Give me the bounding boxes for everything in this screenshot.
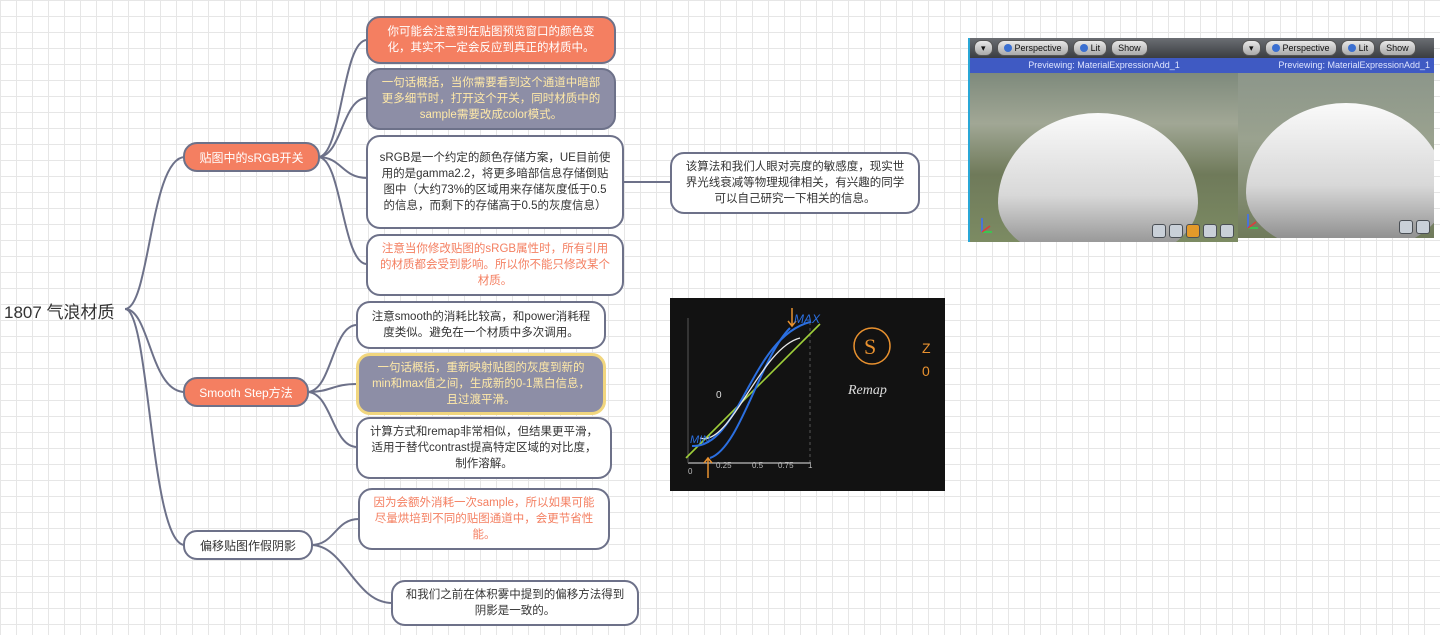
show-button[interactable]: Show — [1111, 40, 1148, 56]
note-offset-same-as-fog[interactable]: 和我们之前在体积雾中提到的偏移方法得到阴影是一致的。 — [391, 580, 639, 626]
note-preview-color-change[interactable]: 你可能会注意到在贴图预览窗口的颜色变化，其实不一定会反应到真正的材质中。 — [366, 16, 616, 64]
note-human-eye-sensitivity[interactable]: 该算法和我们人眼对亮度的敏感度，现实世界光线衰减等物理规律相关，有兴趣的同学可以… — [670, 152, 920, 214]
lit-button[interactable]: Lit — [1340, 40, 1376, 56]
note-smooth-summary[interactable]: 一句话概括，重新映射贴图的灰度到新的min和max值之间，生成新的0-1黑白信息… — [356, 353, 606, 415]
preview-viewport — [1238, 73, 1434, 238]
show-button[interactable]: Show — [1379, 40, 1416, 56]
material-preview-image-1: ▾ Perspective Lit Show Previewing: Mater… — [968, 38, 1238, 242]
material-sphere — [1246, 103, 1434, 238]
mesh-icon[interactable] — [1220, 224, 1234, 238]
tick-label: 0.75 — [778, 461, 794, 470]
plane-icon[interactable] — [1186, 224, 1200, 238]
note-smooth-vs-remap[interactable]: 计算方式和remap非常相似，但结果更平滑，适用于替代contrast提高特定区… — [356, 417, 612, 479]
remap-word: Remap — [847, 383, 887, 398]
min-label: MIN — [690, 434, 710, 446]
perspective-button[interactable]: Perspective — [1264, 40, 1337, 56]
cylinder-icon[interactable] — [1152, 224, 1166, 238]
axis-gizmo-icon — [1247, 214, 1258, 229]
tick-label: 0.5 — [752, 461, 764, 470]
branch-offset-fake-shadow[interactable]: 偏移贴图作假阴影 — [183, 530, 313, 560]
material-preview-image-2: ▾ Perspective Lit Show Previewing: Mater… — [1238, 38, 1434, 238]
tick-label: 1 — [808, 461, 813, 470]
smoothstep-sketch-image: MAX MIN 0 0 0.25 0.5 0.75 1 S Remap Z 0 — [670, 298, 945, 491]
perspective-icon — [1271, 44, 1280, 52]
note-smooth-cost[interactable]: 注意smooth的消耗比较高，和power消耗程度类似。避免在一个材质中多次调用… — [356, 301, 606, 349]
zero-label: 0 — [716, 390, 722, 401]
note-srgb-summary[interactable]: 一句话概括，当你需要看到这个通道中暗部更多细节时，打开这个开关，同时材质中的sa… — [366, 68, 616, 130]
s-letter: S — [864, 334, 876, 359]
preview-shape-buttons — [1152, 224, 1234, 238]
z-glyph: Z — [922, 340, 931, 356]
root-topic[interactable]: 1807 气浪材质 — [4, 303, 115, 322]
preview-toolbar: ▾ Perspective Lit Show — [1238, 38, 1434, 58]
preview-title: Previewing: MaterialExpressionAdd_1 — [1238, 58, 1434, 73]
branch-srgb-switch[interactable]: 贴图中的sRGB开关 — [183, 142, 320, 172]
zero-glyph: 0 — [922, 363, 930, 379]
cube-icon[interactable] — [1203, 224, 1217, 238]
sphere-icon[interactable] — [1416, 220, 1430, 234]
preview-title: Previewing: MaterialExpressionAdd_1 — [970, 58, 1238, 73]
perspective-button[interactable]: Perspective — [996, 40, 1069, 56]
branch-smooth-step[interactable]: Smooth Step方法 — [183, 377, 309, 407]
tick-label: 0 — [688, 467, 693, 476]
lit-icon — [1347, 44, 1356, 52]
note-srgb-definition[interactable]: sRGB是一个约定的颜色存储方案，UE目前使用的是gamma2.2，将更多暗部信… — [366, 135, 624, 229]
note-srgb-warning[interactable]: 注意当你修改贴图的sRGB属性时，所有引用的材质都会受到影响。所以你不能只修改某… — [366, 234, 624, 296]
lit-button[interactable]: Lit — [1072, 40, 1108, 56]
axis-gizmo-icon — [981, 218, 992, 233]
preview-toolbar: ▾ Perspective Lit Show — [970, 38, 1238, 58]
tick-label: 0.25 — [716, 461, 732, 470]
perspective-icon — [1003, 44, 1012, 52]
preview-shape-buttons — [1399, 220, 1430, 234]
max-label: MAX — [794, 312, 821, 326]
material-sphere — [998, 113, 1198, 242]
preview-viewport — [970, 73, 1238, 242]
lit-icon — [1079, 44, 1088, 52]
dropdown-button[interactable]: ▾ — [1242, 40, 1261, 56]
sphere-icon[interactable] — [1169, 224, 1183, 238]
note-offset-extra-sample[interactable]: 因为会额外消耗一次sample，所以如果可能尽量烘培到不同的贴图通道中，会更节省… — [358, 488, 610, 550]
dropdown-button[interactable]: ▾ — [974, 40, 993, 56]
cylinder-icon[interactable] — [1399, 220, 1413, 234]
